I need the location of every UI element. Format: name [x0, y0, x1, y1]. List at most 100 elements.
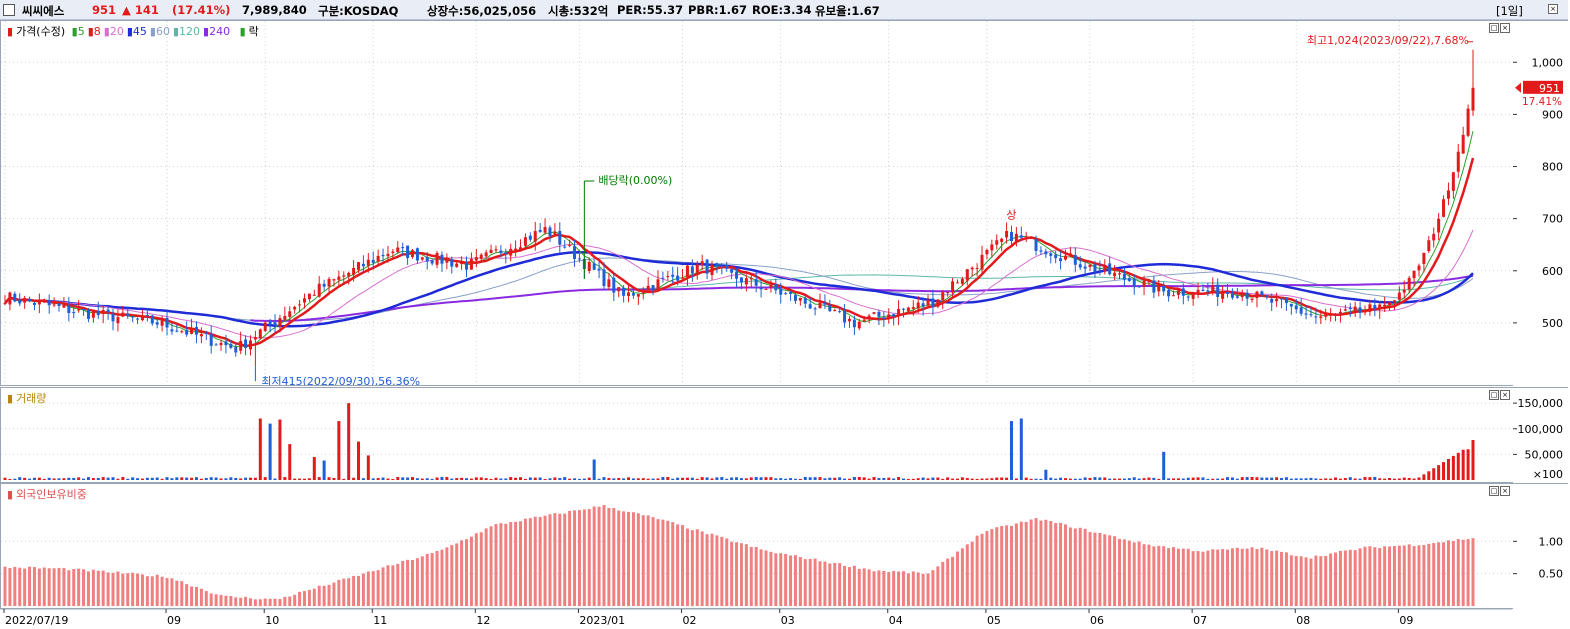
candle-body: [965, 269, 969, 281]
foreign-bar: [347, 578, 351, 606]
volume-bar: [150, 477, 154, 480]
candle-body: [307, 293, 311, 300]
foreign-bar: [730, 541, 734, 606]
foreign-bar: [1304, 557, 1308, 606]
candle-body: [86, 309, 90, 319]
volume-bar: [77, 477, 81, 480]
legend-ma-20: ▮20: [103, 25, 124, 38]
volume-bar: [523, 478, 527, 480]
candle-body: [656, 279, 660, 291]
volume-bar: [1093, 477, 1097, 480]
candle-body: [789, 292, 793, 294]
candle-body: [386, 253, 390, 257]
volume-bar: [975, 478, 979, 480]
window-close-icon[interactable]: ×: [1548, 4, 1558, 14]
candle-body: [499, 250, 503, 254]
foreign-bar: [258, 599, 262, 606]
foreign-bar: [887, 571, 891, 606]
volume-close-icon[interactable]: ×: [1500, 390, 1510, 400]
foreign-bar: [833, 562, 837, 606]
candle-body: [406, 245, 410, 259]
candle-body: [1181, 288, 1185, 296]
foreign-bar: [946, 558, 950, 606]
foreign-bar: [685, 528, 689, 606]
candle-body: [244, 339, 248, 348]
price-chart: 최고1,024(2023/09/22),7.68% 최저415(2022/09/3…: [1, 21, 1513, 385]
foreign-bar: [150, 576, 154, 606]
volume-bar: [1442, 462, 1446, 480]
volume-bar: [145, 477, 149, 480]
candle-body: [1093, 264, 1097, 272]
candle-body: [1014, 233, 1018, 242]
candle-body: [764, 288, 768, 290]
candle-body: [558, 230, 562, 245]
foreign-bar: [219, 594, 223, 606]
foreign-bar: [1034, 518, 1038, 606]
volume-axis-label: 50,000: [1525, 448, 1564, 461]
volume-bar: [946, 477, 950, 480]
volume-maximize-icon[interactable]: □: [1489, 390, 1499, 400]
foreign-bar: [116, 571, 120, 606]
volume-bar: [72, 477, 76, 480]
candle-body: [469, 258, 473, 270]
panel-maximize-icon[interactable]: □: [1489, 23, 1499, 33]
volume-bar: [808, 477, 812, 480]
candle-body: [838, 311, 842, 313]
foreign-close-icon[interactable]: ×: [1500, 486, 1510, 496]
candle-body: [1314, 316, 1318, 318]
volume-bar: [376, 478, 380, 480]
volume-bar: [749, 477, 753, 480]
period-selector[interactable]: [1일]: [1496, 4, 1523, 18]
candle-body: [18, 299, 22, 304]
candle-body: [1221, 292, 1225, 299]
volume-bar: [268, 423, 272, 480]
volume-bar: [995, 477, 999, 480]
candle-body: [391, 251, 395, 254]
foreign-maximize-icon[interactable]: □: [1489, 486, 1499, 496]
volume-bar: [1314, 478, 1318, 480]
volume-bar: [1088, 477, 1092, 480]
volume-bar: [1044, 469, 1048, 480]
candle-body: [190, 328, 194, 334]
foreign-bar: [533, 516, 537, 606]
candle-body: [136, 318, 140, 320]
candle-body: [1343, 309, 1347, 311]
foreign-bar: [175, 580, 179, 606]
volume-bar: [838, 477, 842, 480]
candle-body: [955, 282, 959, 284]
volume-bar: [833, 477, 837, 480]
candle-body: [1388, 302, 1392, 306]
foreign-bar: [111, 572, 115, 606]
candle-body: [32, 302, 36, 305]
volume-bar: [239, 478, 243, 480]
volume-bar: [1471, 440, 1475, 480]
volume-bar: [435, 477, 439, 480]
volume-bar: [1378, 478, 1382, 480]
volume-bar: [57, 478, 61, 480]
volume-bar: [32, 477, 36, 480]
foreign-bar: [882, 570, 886, 606]
candle-body: [730, 268, 734, 273]
panel-close-icon[interactable]: ×: [1500, 23, 1510, 33]
volume-bar: [1216, 478, 1220, 480]
foreign-bar: [1009, 525, 1013, 606]
low-annotation: 최저415(2022/09/30),56.36%: [261, 375, 420, 385]
candle-body: [1172, 295, 1176, 297]
candle-body: [553, 232, 557, 235]
volume-bar: [1063, 478, 1067, 480]
volume-bar: [8, 478, 12, 480]
candle-body: [484, 252, 488, 257]
candle-body: [1127, 278, 1131, 281]
volume-bar: [627, 477, 631, 480]
volume-bar: [1196, 477, 1200, 480]
date-axis-label: 2023/01: [579, 614, 625, 627]
candle-body: [1260, 291, 1264, 296]
volume-bar: [828, 477, 832, 480]
foreign-bar: [1388, 546, 1392, 606]
candle-body: [1383, 304, 1387, 307]
select-checkbox[interactable]: [3, 4, 15, 16]
volume-bar: [980, 478, 984, 480]
candle-body: [337, 276, 341, 280]
foreign-bar: [293, 594, 297, 606]
foreign-bar: [435, 550, 439, 606]
